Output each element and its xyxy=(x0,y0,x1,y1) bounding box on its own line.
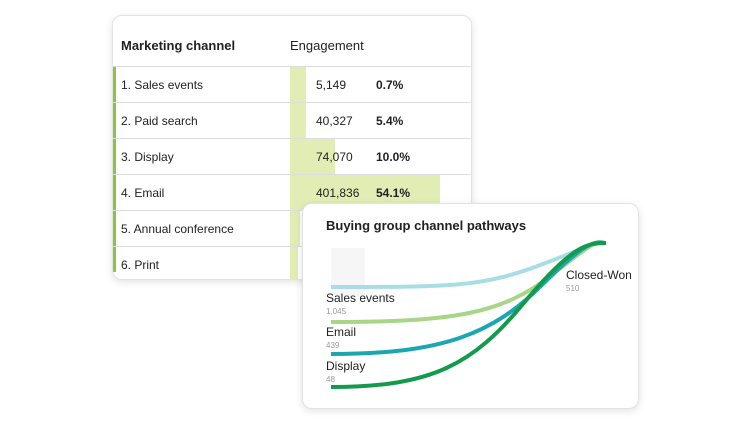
accent-bar xyxy=(113,66,116,272)
engagement-bar xyxy=(290,247,298,279)
cell: 10.0% xyxy=(376,150,411,164)
engagement-bar xyxy=(290,103,306,139)
cell: 40,327 xyxy=(316,114,353,128)
source-label: Display xyxy=(326,359,366,373)
cell: 401,836 xyxy=(316,186,360,200)
source-count: 1,045 xyxy=(326,307,347,316)
channel-table: Marketing channel Engagement 1. Sales ev… xyxy=(112,15,472,280)
cell: 54.1% xyxy=(376,186,411,200)
cell: 3. Display xyxy=(121,150,174,164)
target-count: 510 xyxy=(566,284,580,293)
table-row: 5. Annual conference xyxy=(113,210,471,247)
engagement-bar xyxy=(290,139,335,175)
source-label: Email xyxy=(326,325,357,339)
table-row: 1. Sales events 5,149 0.7% xyxy=(113,66,471,103)
cell: 5. Annual conference xyxy=(121,222,234,236)
source-label: Sales events xyxy=(326,291,395,305)
cell: 74,070 xyxy=(316,150,353,164)
cell: 5,149 xyxy=(316,78,347,92)
cell: 4. Email xyxy=(121,186,165,200)
cell: 2. Paid search xyxy=(121,114,198,128)
cell: 0.7% xyxy=(376,78,404,92)
header: Marketing channel xyxy=(121,38,236,53)
table-row: 6. Print xyxy=(113,246,471,279)
cell: 1. Sales events xyxy=(121,78,204,92)
title: Buying group channel pathways xyxy=(326,218,527,233)
curve xyxy=(330,241,607,389)
source-count: 439 xyxy=(326,341,340,350)
source-count: 48 xyxy=(326,375,335,384)
header: Engagement xyxy=(290,38,364,53)
engagement-bar xyxy=(290,211,300,247)
table-row: 2. Paid search 40,327 5.4% xyxy=(113,102,471,139)
pathways-card: Buying group channel pathways Sales even… xyxy=(302,203,639,409)
table-row: 3. Display 74,070 10.0% xyxy=(113,138,471,175)
engagement-bar xyxy=(290,67,306,103)
cell: 5.4% xyxy=(376,114,404,128)
target-label: Closed-Won xyxy=(566,268,632,282)
pathway-curves xyxy=(330,240,607,389)
cell: 6. Print xyxy=(121,258,160,272)
